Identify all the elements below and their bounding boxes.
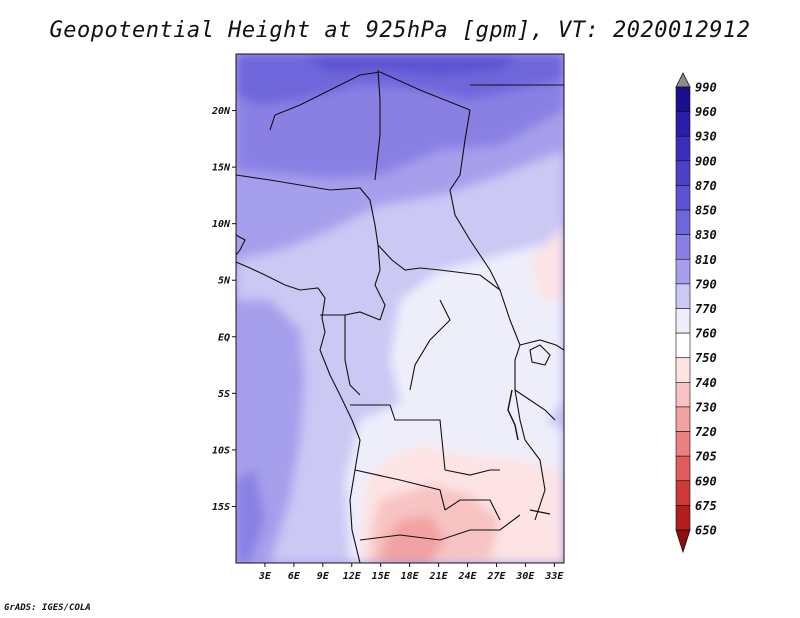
- colorbar-label: 705: [695, 450, 717, 464]
- longitude-axis: 3E 6E 9E 12E 15E 18E 21E 24E 27E 30E 33E: [258, 563, 564, 582]
- colorbar-swatch: [675, 332, 691, 359]
- latitude-axis: 20N 15N 10N 5N EQ 5S 10S 15S: [211, 106, 236, 513]
- colorbar-swatch: [675, 209, 691, 235]
- colorbar-label: 720: [695, 425, 717, 439]
- colorbar: 990 960 930 900 870 850 830 810 790 770 760 750 740 7…: [675, 72, 717, 554]
- lat-label: 5S: [218, 389, 230, 400]
- colorbar-swatch: [675, 185, 691, 211]
- colorbar-label: 675: [695, 499, 717, 513]
- colorbar-label: 790: [695, 277, 717, 291]
- colorbar-label: 990: [695, 81, 717, 95]
- colorbar-swatch: [675, 86, 691, 112]
- colorbar-label: 930: [695, 130, 717, 144]
- colorbar-swatch: [675, 455, 691, 482]
- colorbar-label: 760: [695, 327, 717, 341]
- colorbar-swatch: [675, 160, 691, 186]
- lat-label: 20N: [211, 106, 231, 117]
- colorbar-swatch: [675, 406, 691, 432]
- lon-label: 9E: [317, 571, 330, 582]
- lon-label: 33E: [544, 571, 564, 582]
- lon-label: 18E: [401, 571, 420, 582]
- colorbar-label: 650: [695, 524, 717, 538]
- lon-label: 30E: [515, 571, 535, 582]
- colorbar-swatch: [675, 431, 691, 457]
- lat-label: 15S: [212, 502, 230, 513]
- lon-label: 3E: [258, 571, 272, 582]
- colorbar-label: 740: [695, 376, 717, 390]
- grads-credit: GrADS: IGES/COLA: [4, 603, 91, 613]
- colorbar-label: 960: [695, 105, 717, 119]
- map-frame: [235, 53, 565, 564]
- colorbar-swatch: [675, 505, 691, 531]
- colorbar-label: 750: [695, 351, 717, 365]
- colorbar-label: 900: [695, 154, 717, 168]
- colorbar-label: 850: [695, 204, 717, 218]
- lon-label: 27E: [486, 571, 506, 582]
- lon-label: 21E: [429, 571, 449, 582]
- colorbar-swatch: [675, 258, 691, 285]
- colorbar-label: 770: [695, 302, 717, 316]
- colorbar-cap-top: [675, 72, 691, 88]
- colorbar-cap-bottom: [675, 529, 691, 554]
- colorbar-swatch: [675, 111, 691, 137]
- colorbar-label: 830: [695, 228, 717, 242]
- colorbar-swatch: [675, 480, 691, 506]
- lat-label: 5N: [218, 276, 231, 287]
- colorbar-label: 730: [695, 400, 717, 414]
- colorbar-label: 690: [695, 474, 717, 488]
- lon-label: 6E: [288, 571, 301, 582]
- height-field: [236, 54, 564, 563]
- lat-label: 10S: [212, 445, 230, 456]
- colorbar-swatch: [675, 283, 691, 309]
- coastlines-borders: [236, 69, 564, 563]
- lon-label: 24E: [457, 571, 477, 582]
- colorbar-swatch: [675, 308, 691, 334]
- lat-label: 10N: [212, 219, 231, 230]
- lon-label: 12E: [343, 571, 362, 582]
- map-title: Geopotential Height at 925hPa [gpm], VT:…: [49, 18, 751, 43]
- colorbar-label: 810: [695, 253, 717, 267]
- lon-label: 15E: [372, 571, 391, 582]
- colorbar-swatch: [675, 135, 691, 162]
- lat-label: 15N: [212, 163, 231, 174]
- colorbar-label: 870: [695, 179, 717, 193]
- colorbar-swatch: [675, 382, 691, 408]
- colorbar-swatch: [675, 234, 691, 260]
- colorbar-swatch: [675, 357, 691, 383]
- lat-label: EQ: [218, 332, 230, 343]
